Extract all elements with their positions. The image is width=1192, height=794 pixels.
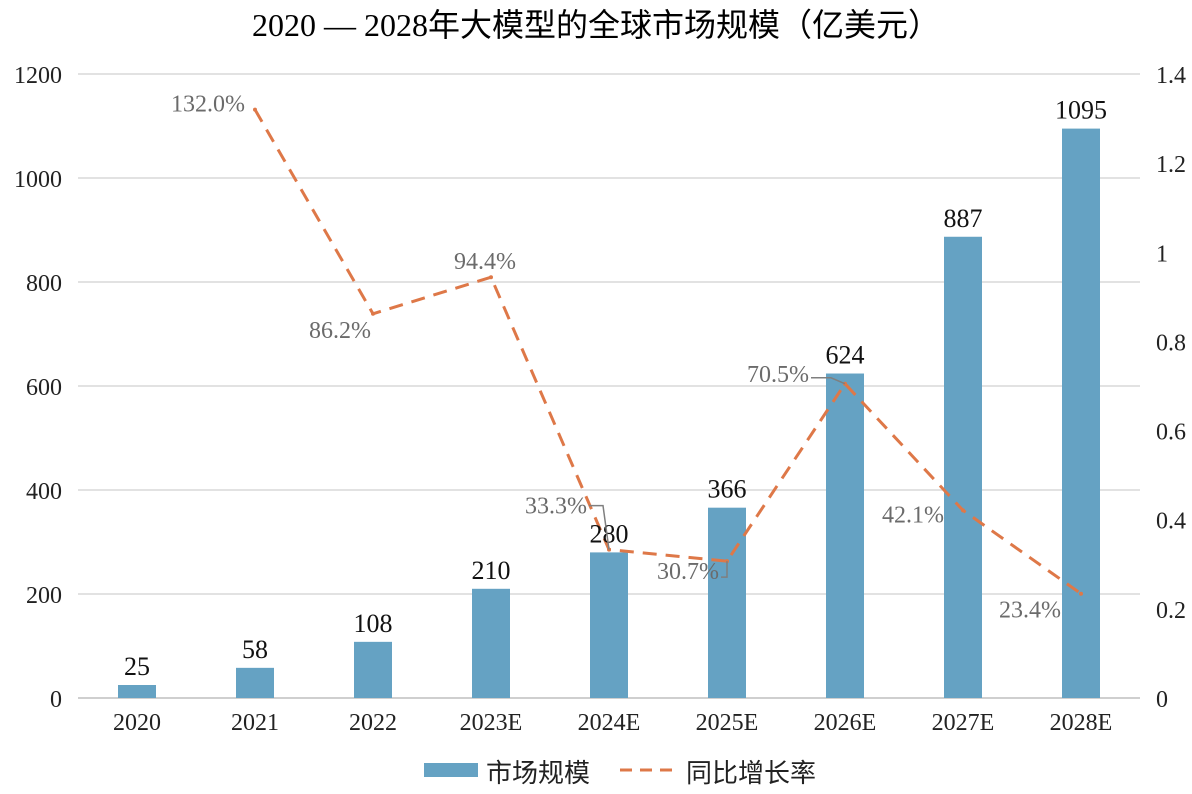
growth-rate-point bbox=[371, 311, 375, 316]
bar-value-label: 366 bbox=[708, 475, 747, 504]
bar bbox=[944, 236, 982, 698]
bar-value-label: 887 bbox=[944, 204, 983, 233]
right-tick-label: 0.2 bbox=[1156, 598, 1186, 624]
rate-value-label: 86.2% bbox=[309, 318, 371, 344]
x-tick-label: 2020 bbox=[113, 710, 161, 736]
left-tick-label: 1000 bbox=[14, 167, 62, 193]
right-tick-label: 0.8 bbox=[1156, 330, 1186, 356]
x-tick-label: 2024E bbox=[578, 710, 641, 736]
right-axis: 0 0.2 0.4 0.6 0.8 1 1.2 1.4 bbox=[1156, 63, 1186, 713]
x-tick-label: 2025E bbox=[696, 710, 759, 736]
rate-value-label: 30.7% bbox=[657, 559, 719, 585]
bar bbox=[236, 667, 274, 698]
gridlines bbox=[78, 73, 1140, 699]
rate-leader-line bbox=[721, 561, 728, 578]
growth-rate-point bbox=[489, 275, 493, 280]
bar-value-label: 624 bbox=[826, 341, 865, 370]
rate-labels: 132.0% 86.2% 94.4% 33.3% 30.7% 70.5% 42.1% 23.4… bbox=[171, 92, 1061, 624]
x-tick-label: 2021 bbox=[231, 710, 279, 736]
rate-value-label: 94.4% bbox=[454, 249, 516, 275]
x-axis: 2020 2021 2022 2023E 2024E 2025E 2026E 2027E 202… bbox=[113, 710, 1112, 736]
left-tick-label: 400 bbox=[26, 479, 62, 505]
bar bbox=[708, 507, 746, 698]
growth-rate-line bbox=[253, 108, 1082, 595]
bar bbox=[590, 552, 628, 698]
rate-value-label: 70.5% bbox=[747, 362, 809, 388]
bar-labels: 25 58 108 210 280 366 624 887 1095 bbox=[124, 96, 1107, 681]
bar-value-label: 108 bbox=[354, 609, 393, 638]
bar-value-label: 210 bbox=[472, 556, 511, 585]
right-tick-label: 0.6 bbox=[1156, 420, 1186, 446]
legend-bar-swatch bbox=[424, 763, 478, 777]
rate-value-label: 42.1% bbox=[882, 502, 944, 528]
growth-rate-point bbox=[253, 107, 257, 112]
left-tick-label: 200 bbox=[26, 583, 62, 609]
right-tick-label: 0.4 bbox=[1156, 509, 1186, 535]
right-tick-label: 0 bbox=[1156, 687, 1168, 713]
right-tick-label: 1.2 bbox=[1156, 152, 1186, 178]
left-tick-label: 800 bbox=[26, 271, 62, 297]
right-tick-label: 1 bbox=[1156, 241, 1168, 267]
left-tick-label: 600 bbox=[26, 375, 62, 401]
chart-title: 2020 — 2028年大模型的全球市场规模（亿美元） bbox=[252, 7, 940, 43]
x-tick-label: 2022 bbox=[349, 710, 397, 736]
growth-rate-point bbox=[961, 508, 965, 513]
rate-leader-line bbox=[811, 377, 846, 385]
bar-value-label: 1095 bbox=[1055, 96, 1107, 125]
left-tick-label: 0 bbox=[50, 687, 62, 713]
bar-value-label: 25 bbox=[124, 652, 150, 681]
growth-rate-point bbox=[1079, 591, 1083, 596]
bar bbox=[354, 641, 392, 698]
bar-value-label: 58 bbox=[242, 635, 268, 664]
bar bbox=[1062, 128, 1100, 699]
bar bbox=[472, 588, 510, 698]
rate-value-label: 33.3% bbox=[525, 494, 587, 520]
bar-value-label: 280 bbox=[590, 519, 629, 548]
right-tick-label: 1.4 bbox=[1156, 63, 1186, 89]
rate-value-label: 23.4% bbox=[999, 598, 1061, 624]
legend-bar-label: 市场规模 bbox=[486, 759, 590, 788]
legend: 市场规模 同比增长率 bbox=[424, 759, 816, 788]
left-axis: 0 200 400 600 800 1000 1200 bbox=[14, 63, 62, 713]
rate-leader-line bbox=[589, 504, 610, 550]
x-tick-label: 2028E bbox=[1050, 710, 1113, 736]
left-tick-label: 1200 bbox=[14, 63, 62, 89]
legend-line-label: 同比增长率 bbox=[686, 759, 816, 788]
bar bbox=[826, 373, 864, 698]
bar-series bbox=[118, 128, 1100, 699]
x-tick-label: 2023E bbox=[460, 710, 523, 736]
x-tick-label: 2027E bbox=[932, 710, 995, 736]
bar bbox=[118, 685, 156, 698]
x-tick-label: 2026E bbox=[814, 710, 877, 736]
rate-value-label: 132.0% bbox=[171, 92, 245, 118]
